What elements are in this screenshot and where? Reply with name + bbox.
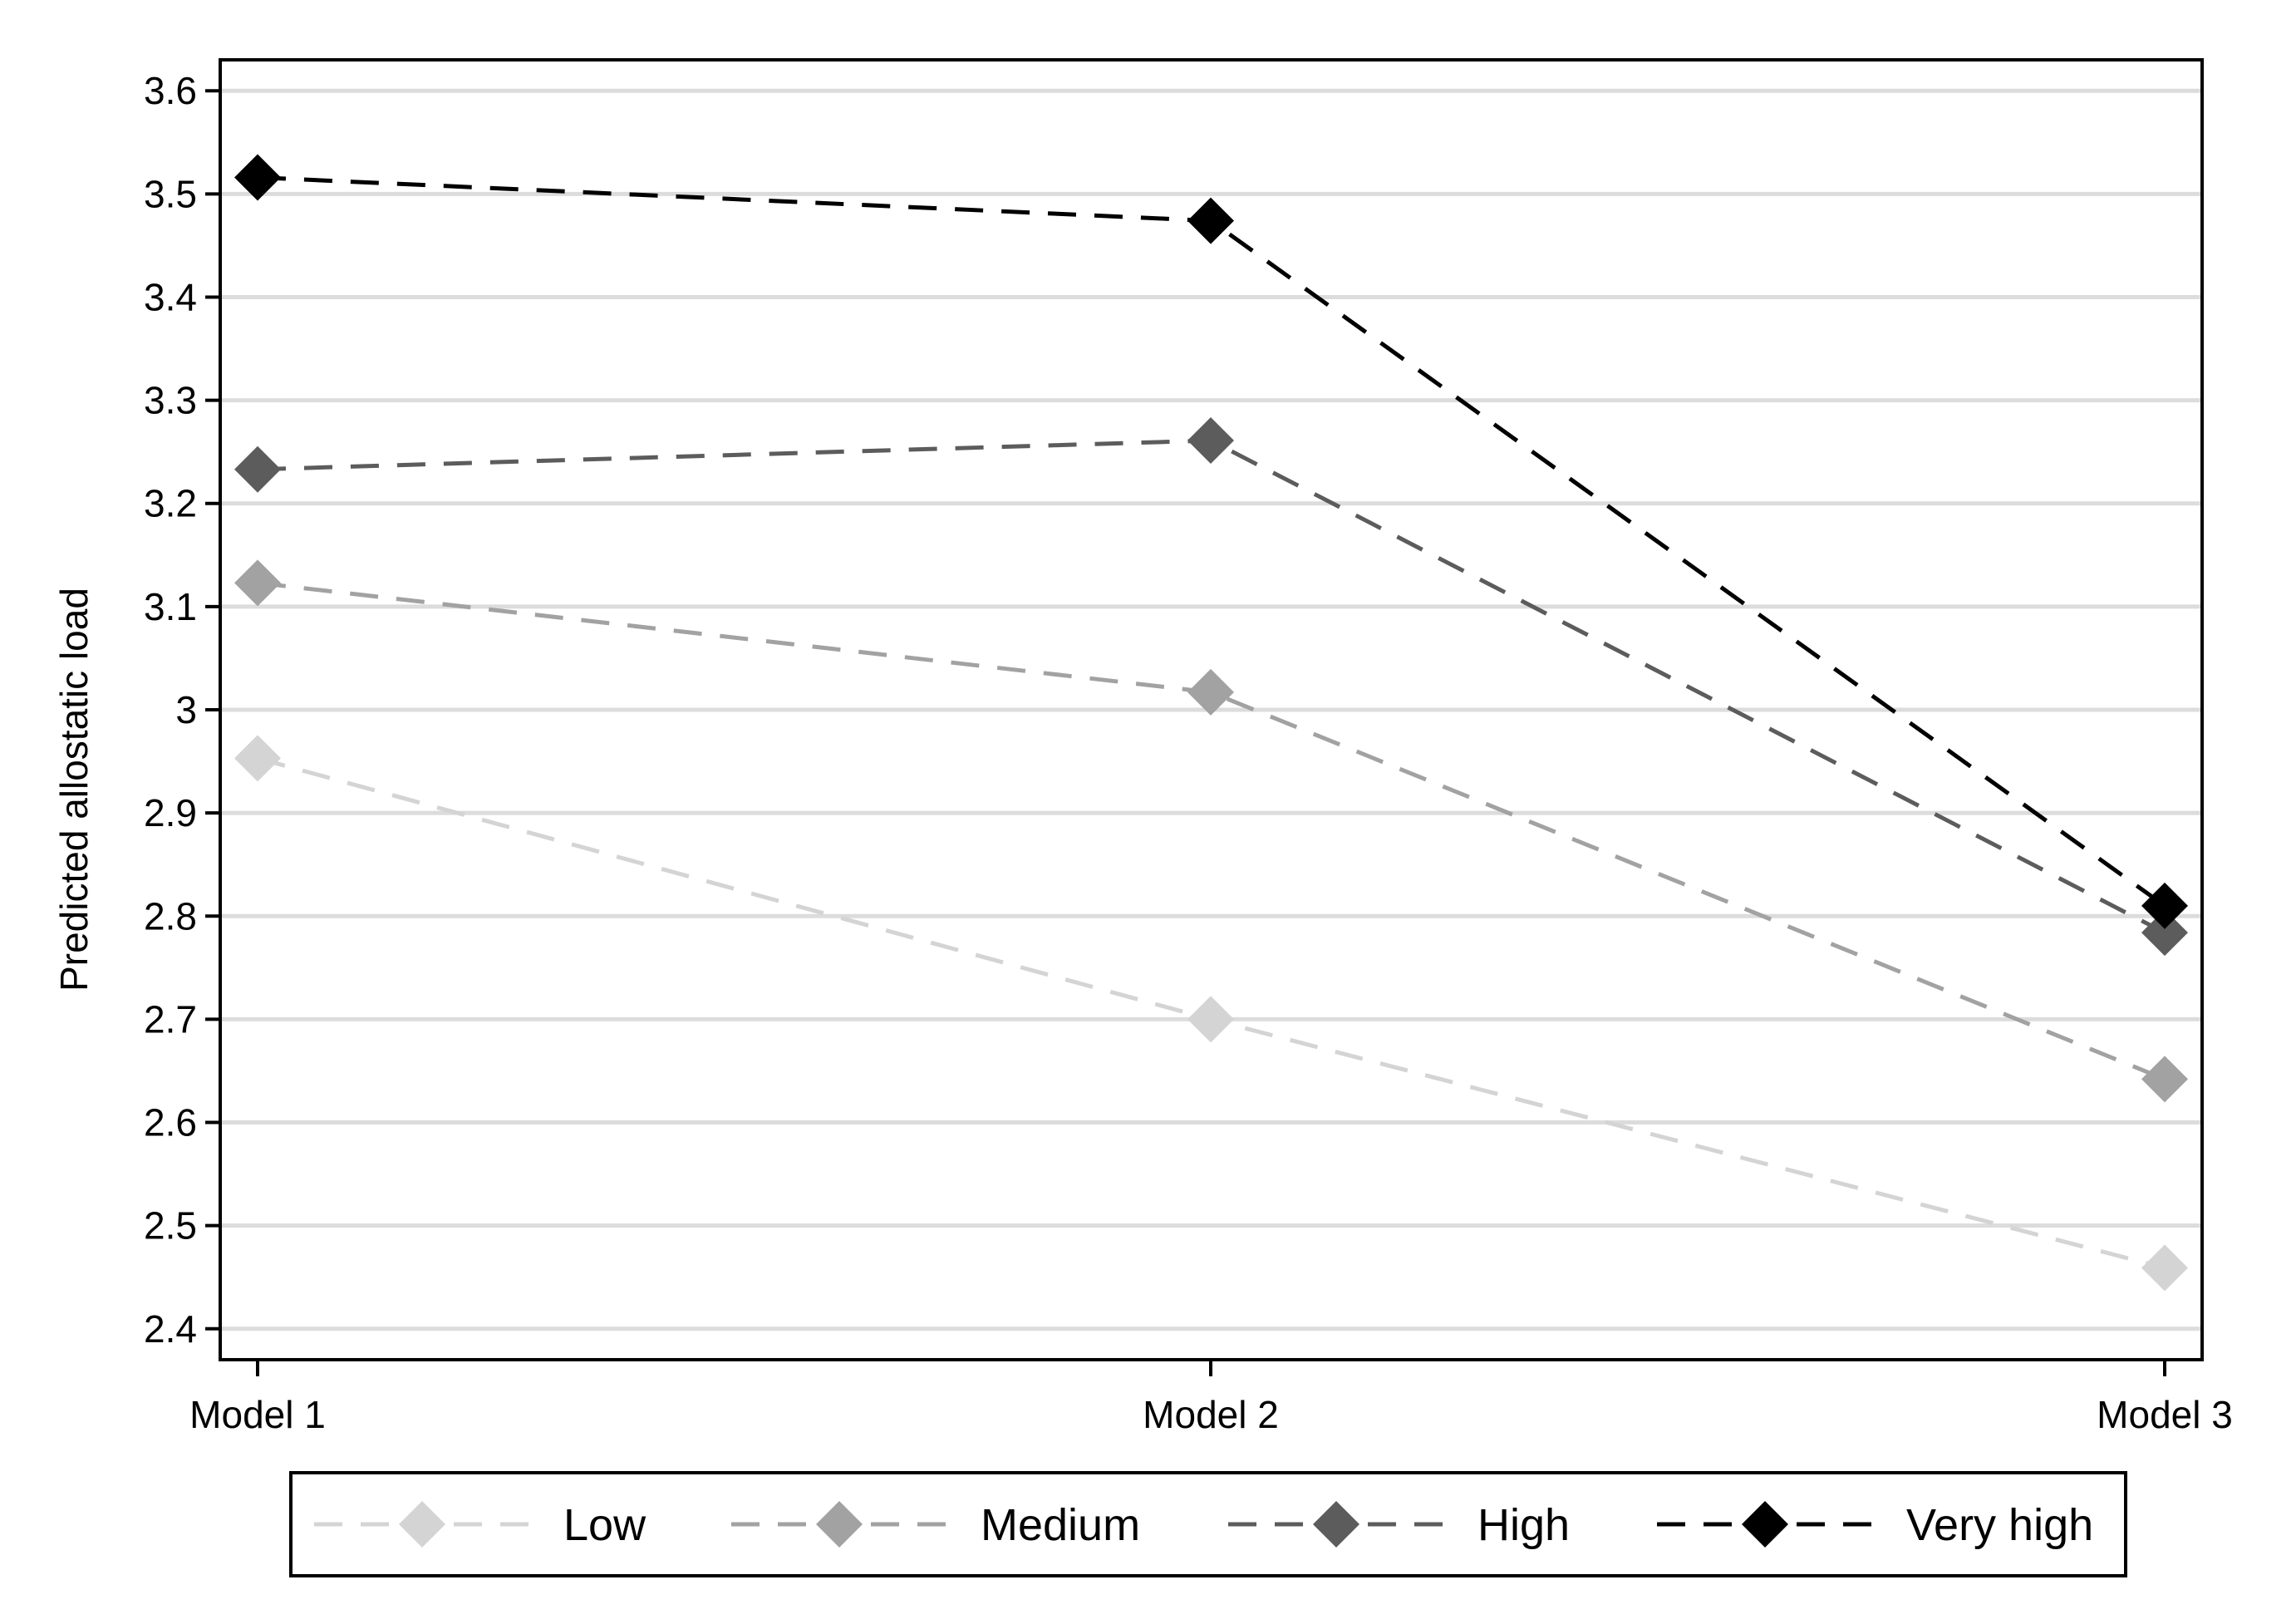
data-point [1187,197,1234,244]
y-axis-title: Predicted allostatic load [52,588,96,992]
y-tick-label: 3.1 [144,585,197,628]
y-tick-label: 2.7 [144,997,197,1041]
series-markers [234,154,2188,1292]
series-line [257,580,2166,1081]
data-point [2141,1056,2188,1103]
y-tick-label: 2.5 [144,1204,197,1248]
gridlines [220,88,2202,1331]
data-point [2141,1244,2188,1292]
legend-label: High [1477,1500,1570,1550]
x-axis: Model 1 Model 2 Model 3 [189,1360,2233,1436]
legend-key-marker [816,1501,863,1548]
x-tick-label: Model 1 [189,1393,326,1436]
y-tick-label: 2.6 [144,1101,197,1144]
data-point [234,445,281,493]
legend-key-marker [1313,1501,1359,1548]
legend-label: Very high [1906,1500,2093,1550]
data-point [1187,668,1234,716]
series-line [257,175,2166,908]
y-tick-label: 3.2 [144,482,197,525]
x-tick-label: Model 3 [2097,1393,2233,1436]
data-point [1187,996,1234,1043]
legend: Low Medium High Very high [289,1471,2127,1577]
data-point [2141,882,2188,929]
y-tick-label: 3.3 [144,379,197,422]
y-axis: 2.4 2.5 2.6 2.7 2.8 2.9 3 3.1 3.2 3.3 3.4 3.5 3.6 [144,69,220,1351]
x-tick-label: Model 2 [1143,1393,1279,1436]
data-point [2141,909,2188,957]
data-point [234,559,281,607]
y-tick-label: 3 [175,688,197,731]
data-point [234,735,281,782]
y-tick-label: 3.5 [144,172,197,215]
legend-key-marker [399,1501,445,1548]
legend-label: Medium [981,1500,1140,1550]
legend-label: Low [563,1500,647,1550]
y-tick-label: 3.4 [144,275,197,318]
legend-key-marker [1742,1501,1788,1548]
y-tick-label: 3.6 [144,69,197,112]
y-tick-label: 2.4 [144,1307,197,1351]
y-tick-label: 2.8 [144,894,197,937]
y-tick-label: 2.9 [144,791,197,834]
data-point [234,154,281,201]
data-point [1187,417,1234,465]
series-lines [257,175,2166,1270]
